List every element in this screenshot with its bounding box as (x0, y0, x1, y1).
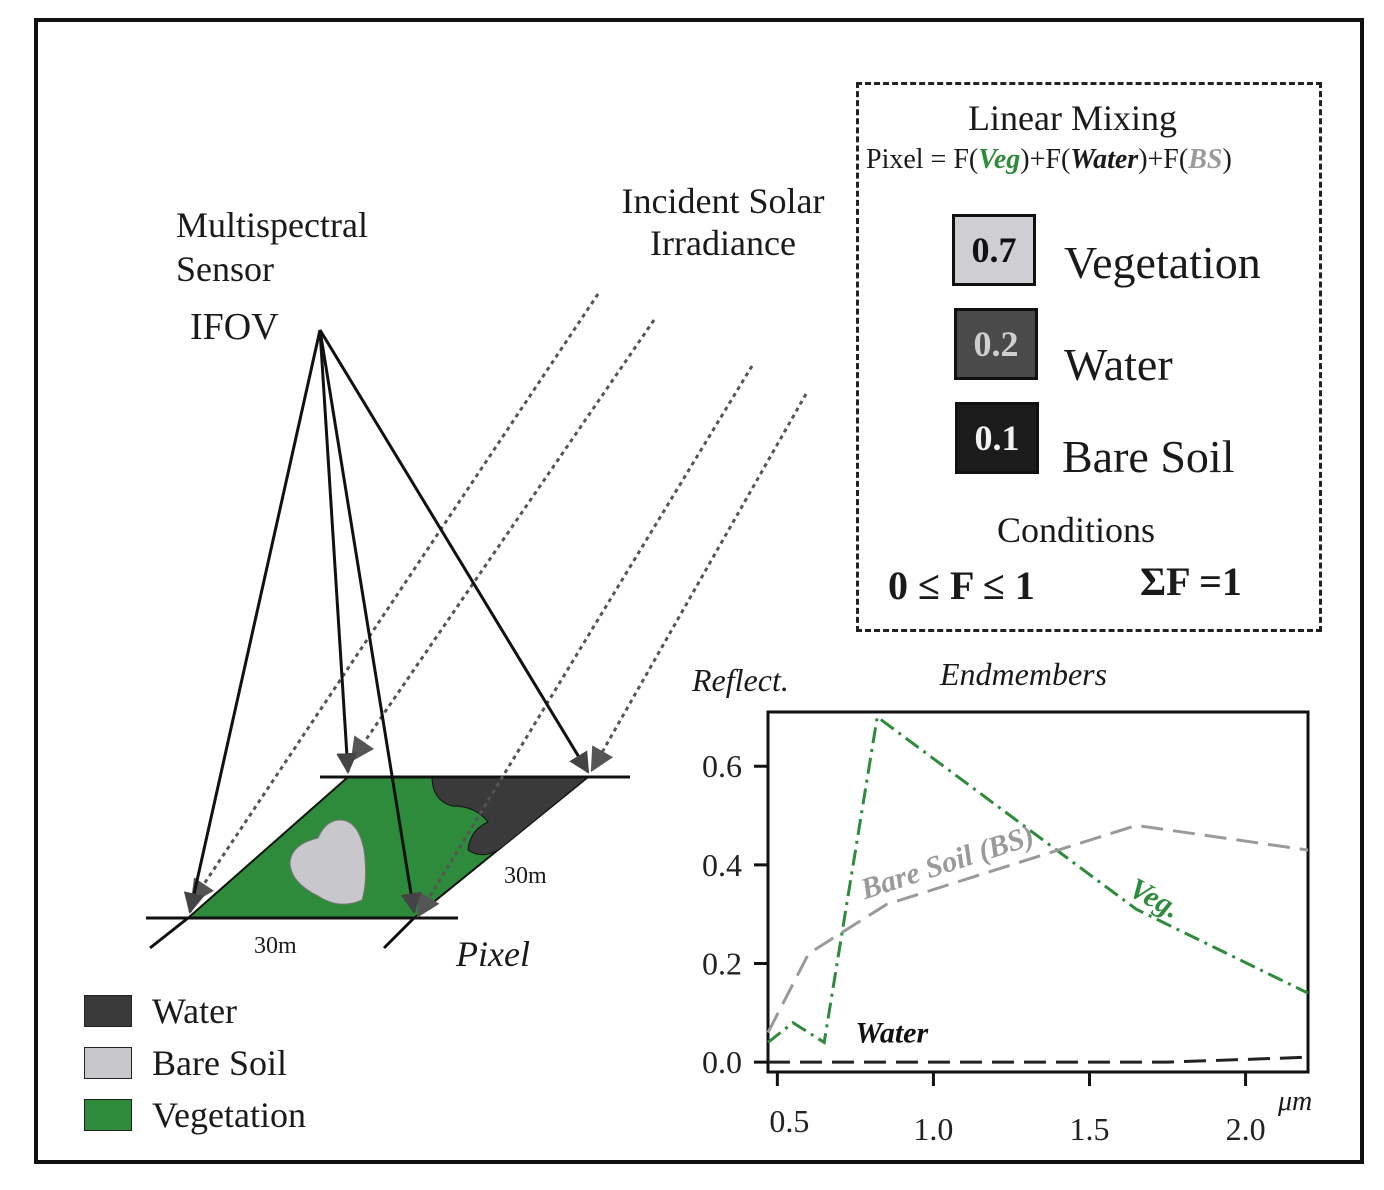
solar-irradiance-label: Incident Solar Irradiance (621, 181, 825, 263)
eq-veg: Veg (978, 144, 1021, 175)
eq-suffix: ) (1222, 144, 1232, 175)
fraction-label-water: Water (1064, 339, 1173, 390)
eq-water: Water (1070, 144, 1139, 175)
fraction-label-bare-soil: Bare Soil (1062, 431, 1235, 482)
pixel-label: Pixel (456, 934, 530, 974)
series-line-bare-soil-bs (766, 823, 1309, 1034)
fraction-label-vegetation: Vegetation (1064, 237, 1261, 288)
legend-item-water: Water (84, 986, 306, 1036)
legend-item-bare-soil: Bare Soil (84, 1038, 306, 1088)
conditions-title: Conditions (997, 510, 1156, 550)
y-tick-label: 0.2 (702, 946, 742, 982)
pixel-side-label-bottom: 30m (254, 933, 297, 959)
cover-legend: Water Bare Soil Vegetation (84, 986, 306, 1142)
figure-frame (34, 18, 1364, 1164)
y-tick-label: 0.0 (702, 1044, 742, 1080)
linear-mixing-box (856, 82, 1322, 632)
sensor-label: Multispectral Sensor (176, 205, 368, 289)
condition-range: 0 ≤ F ≤ 1 (888, 563, 1035, 608)
series-line-water (768, 1055, 1309, 1064)
pixel-side-label-right: 30m (504, 863, 547, 889)
mixing-equation: Pixel = F(Veg)+F(Water)+F(BS) (866, 146, 1232, 174)
x-tick-label: 2.0 (1226, 1111, 1266, 1147)
ifov-lines (183, 329, 590, 915)
solar-rays (190, 293, 808, 919)
pixel-water-area (431, 776, 590, 856)
legend-label-water: Water (152, 991, 238, 1031)
eq-prefix: Pixel = F( (866, 144, 979, 175)
chart-title: Endmembers (940, 656, 1108, 692)
legend-label-bare-soil: Bare Soil (152, 1043, 287, 1083)
condition-sum: ΣF =1 (1140, 559, 1242, 604)
x-tick-label: 1.0 (913, 1111, 953, 1147)
x-tick-label: 0.5 (769, 1103, 809, 1139)
eq-mid1: )+F( (1020, 144, 1071, 175)
chart-plot-area (766, 710, 1310, 1074)
series-line-veg (767, 714, 1309, 1045)
y-tick-label: 0.6 (702, 748, 742, 784)
legend-swatch-bare-soil (84, 1047, 132, 1079)
eq-mid2: )+F( (1138, 144, 1189, 175)
series-label-water: Water (855, 1016, 928, 1049)
chart-xlabel: μm (1278, 1086, 1313, 1117)
pixel-edge-left-ext (149, 916, 189, 950)
pixel-bare-soil-area (289, 819, 367, 905)
fraction-box-bare-soil: 0.1 (955, 402, 1039, 474)
legend-swatch-vegetation (84, 1099, 132, 1131)
legend-item-vegetation: Vegetation (84, 1090, 306, 1140)
series-label-veg: Veg. (1124, 872, 1186, 926)
chart-ylabel: Reflect. (692, 662, 789, 698)
pixel-edge-right-ext (382, 916, 416, 950)
fraction-box-vegetation: 0.7 (952, 214, 1036, 286)
ifov-label: IFOV (190, 306, 279, 348)
series-label-bare-soil: Bare Soil (BS) (856, 819, 1038, 906)
fraction-box-water: 0.2 (954, 308, 1038, 380)
legend-label-vegetation: Vegetation (152, 1095, 306, 1135)
x-tick-label: 1.5 (1070, 1111, 1110, 1147)
linear-mixing-title: Linear Mixing (968, 98, 1177, 138)
y-tick-label: 0.4 (702, 847, 742, 883)
endmembers-chart: 0.5 1.0 1.5 2.0 0.0 0.2 0.4 0.6 Veg. Bare Soil (B… (702, 710, 1310, 1147)
eq-bs: BS (1188, 144, 1223, 175)
legend-swatch-water (84, 995, 132, 1027)
